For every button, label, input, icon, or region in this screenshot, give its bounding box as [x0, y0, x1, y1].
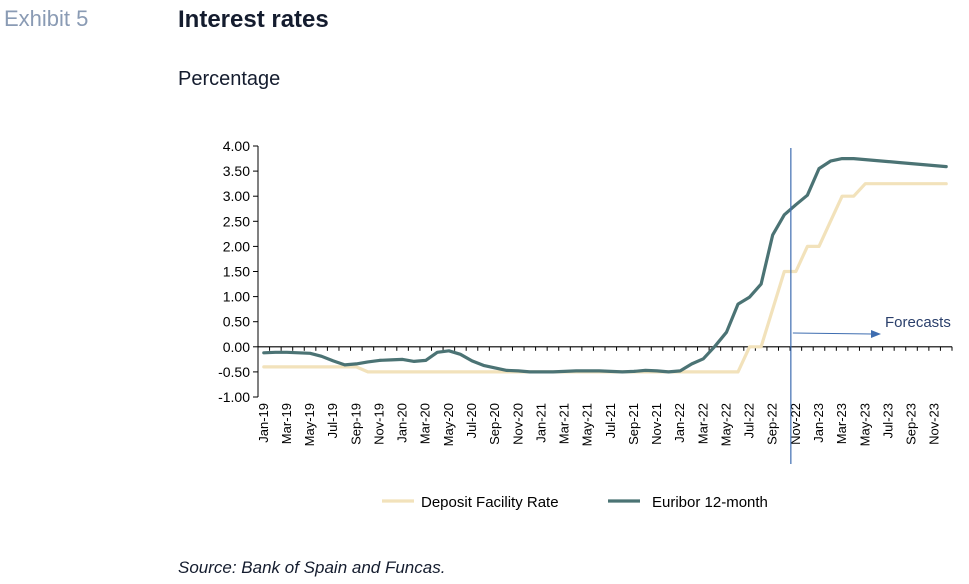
- x-tick-label: Nov-22: [788, 403, 803, 445]
- x-tick-label: Sep-23: [904, 403, 919, 445]
- y-tick-label: -1.00: [218, 389, 250, 405]
- x-tick-label: Nov-20: [510, 403, 525, 445]
- series-lines: [262, 157, 948, 374]
- exhibit-label: Exhibit 5: [4, 6, 89, 31]
- y-axis: 4.00 3.50 3.00 2.50 2.00 1.50 1.00 0.50 0.00 -0.5…: [218, 138, 259, 405]
- forecast-arrow-shaft: [792, 332, 873, 335]
- x-tick-label: Mar-22: [695, 403, 710, 444]
- x-tick-label: Jul-20: [464, 403, 479, 438]
- legend: Deposit Facility Rate Euribor 12-month: [382, 494, 768, 511]
- x-tick-label: Jul-21: [603, 403, 618, 438]
- forecast-label: Forecasts: [885, 314, 951, 331]
- y-tick-label: 4.00: [223, 138, 250, 154]
- y-tick-label: 2.00: [223, 238, 250, 254]
- y-tick-label: 1.00: [223, 289, 250, 305]
- x-tick-label: Mar-19: [279, 403, 294, 444]
- x-tick-label: Jan-20: [395, 403, 410, 443]
- x-tick-label: Mar-20: [418, 403, 433, 444]
- euribor-12-month-line: [262, 157, 948, 374]
- x-tick-label: Jan-21: [533, 403, 548, 443]
- forecast-arrow-head: [871, 330, 881, 338]
- x-tick-label: Mar-21: [557, 403, 572, 444]
- x-tick-label: Nov-19: [371, 403, 386, 445]
- y-tick-label: 0.50: [223, 314, 250, 330]
- x-tick-label: Sep-21: [626, 403, 641, 445]
- x-tick-label: Mar-23: [834, 403, 849, 444]
- legend-label: Deposit Facility Rate: [421, 494, 559, 511]
- x-tick-label: May-22: [718, 403, 733, 446]
- x-tick-label: Jul-19: [325, 403, 340, 438]
- y-tick-label: -0.50: [218, 364, 250, 380]
- y-tick-label: 3.50: [223, 163, 250, 179]
- x-tick-label: Jul-22: [742, 403, 757, 438]
- y-tick-label: 2.50: [223, 213, 250, 229]
- legend-label: Euribor 12-month: [652, 494, 768, 511]
- x-tick-label: May-19: [302, 403, 317, 446]
- x-tick-label: Jan-22: [672, 403, 687, 443]
- x-tick-label: May-20: [441, 403, 456, 446]
- y-tick-label: 0.00: [223, 339, 250, 355]
- chart-title: Interest rates: [178, 6, 329, 33]
- forecast-annotation: Forecasts: [790, 148, 951, 464]
- x-tick-label: Nov-21: [649, 403, 664, 445]
- x-tick-label: Jan-19: [256, 403, 271, 443]
- y-tick-label: 3.00: [223, 188, 250, 204]
- deposit-facility-rate-line: [262, 182, 948, 374]
- y-tick-label: 1.50: [223, 264, 250, 280]
- x-axis: Jan-19 Mar-19 May-19 Jul-19 Sep-19 Nov-19 Jan-…: [256, 346, 953, 446]
- x-tick-label: May-23: [857, 403, 872, 446]
- x-tick-label: May-21: [580, 403, 595, 446]
- x-tick-label: Sep-19: [348, 403, 363, 445]
- source-note: Source: Bank of Spain and Funcas.: [178, 558, 446, 577]
- x-tick-label: Jan-23: [811, 403, 826, 443]
- x-tick-label: Nov-23: [927, 403, 942, 445]
- chart-subtitle: Percentage: [178, 68, 281, 90]
- x-tick-label: Sep-20: [487, 403, 502, 445]
- x-tick-label: Sep-22: [765, 403, 780, 445]
- x-tick-label: Jul-23: [880, 403, 895, 438]
